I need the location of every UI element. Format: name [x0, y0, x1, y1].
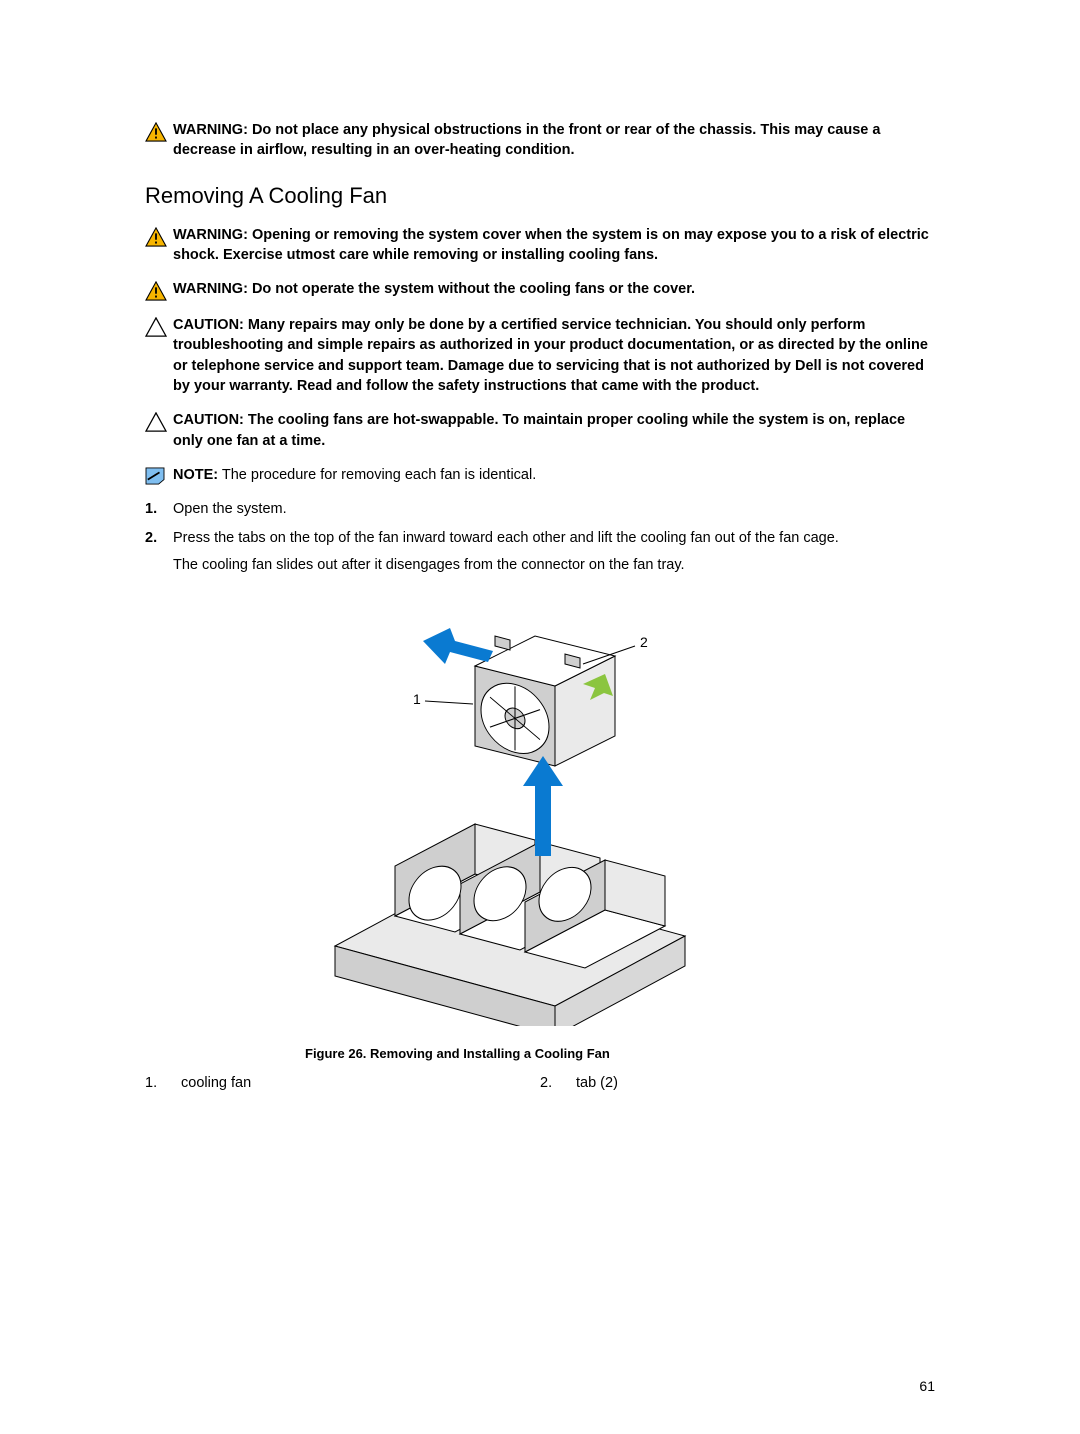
manual-page: WARNING: Do not place any physical obstr… — [0, 0, 1080, 1434]
callout-num: 2. — [540, 1075, 576, 1091]
procedure-steps: Open the system. Press the tabs on the t… — [145, 499, 935, 576]
warning-body: Do not place any physical obstructions i… — [173, 122, 880, 158]
admonition-body: Do not operate the system without the co… — [252, 281, 695, 297]
warning-icon — [145, 225, 173, 247]
callout-num: 1. — [145, 1075, 181, 1091]
note-icon — [145, 465, 173, 485]
admonition-warning-1: WARNING: Opening or removing the system … — [145, 225, 935, 266]
admonition-text: WARNING: Opening or removing the system … — [173, 225, 935, 266]
admonition-body: Opening or removing the system cover whe… — [173, 227, 929, 263]
admonition-label: WARNING: — [173, 281, 248, 297]
warning-icon — [145, 279, 173, 301]
warning-text-top: WARNING: Do not place any physical obstr… — [173, 120, 935, 161]
admonition-label: CAUTION: — [173, 412, 244, 428]
figure-caption: Figure 26. Removing and Installing a Coo… — [305, 1046, 775, 1061]
admonition-warning-2: WARNING: Do not operate the system witho… — [145, 279, 935, 301]
page-number: 61 — [919, 1378, 935, 1394]
warning-icon — [145, 120, 173, 142]
step-subtext: The cooling fan slides out after it dise… — [173, 555, 935, 576]
caution-icon — [145, 410, 173, 432]
callout-item-2: 2. tab (2) — [540, 1075, 935, 1091]
figure-illustration: 1 2 — [305, 606, 775, 1026]
warning-label: WARNING: — [173, 122, 248, 138]
figure-callout-1: 1 — [413, 691, 421, 707]
admonition-label: NOTE: — [173, 467, 218, 483]
admonition-text: CAUTION: The cooling fans are hot-swappa… — [173, 410, 935, 451]
admonition-note: NOTE: The procedure for removing each fa… — [145, 465, 935, 485]
step-1: Open the system. — [145, 499, 935, 520]
step-text: Open the system. — [173, 501, 287, 517]
admonition-caution-1: CAUTION: Many repairs may only be done b… — [145, 315, 935, 396]
admonition-warning-top: WARNING: Do not place any physical obstr… — [145, 120, 935, 161]
admonition-text: WARNING: Do not operate the system witho… — [173, 279, 935, 299]
admonition-body: The procedure for removing each fan is i… — [222, 467, 536, 483]
figure: 1 2 Figure 26. Removing and Installing a… — [305, 606, 775, 1061]
step-2: Press the tabs on the top of the fan inw… — [145, 528, 935, 576]
callout-label: cooling fan — [181, 1075, 251, 1091]
admonition-text: NOTE: The procedure for removing each fa… — [173, 465, 935, 485]
admonition-caution-2: CAUTION: The cooling fans are hot-swappa… — [145, 410, 935, 451]
admonition-body: The cooling fans are hot-swappable. To m… — [173, 412, 905, 448]
admonition-label: CAUTION: — [173, 317, 244, 333]
figure-callout-2: 2 — [640, 634, 648, 650]
section-title: Removing A Cooling Fan — [145, 183, 935, 209]
caution-icon — [145, 315, 173, 337]
callout-label: tab (2) — [576, 1075, 618, 1091]
admonition-body: Many repairs may only be done by a certi… — [173, 317, 928, 394]
callout-item-1: 1. cooling fan — [145, 1075, 540, 1091]
step-text: Press the tabs on the top of the fan inw… — [173, 530, 839, 546]
admonition-text: CAUTION: Many repairs may only be done b… — [173, 315, 935, 396]
admonition-label: WARNING: — [173, 227, 248, 243]
figure-callout-list: 1. cooling fan 2. tab (2) — [145, 1075, 935, 1091]
